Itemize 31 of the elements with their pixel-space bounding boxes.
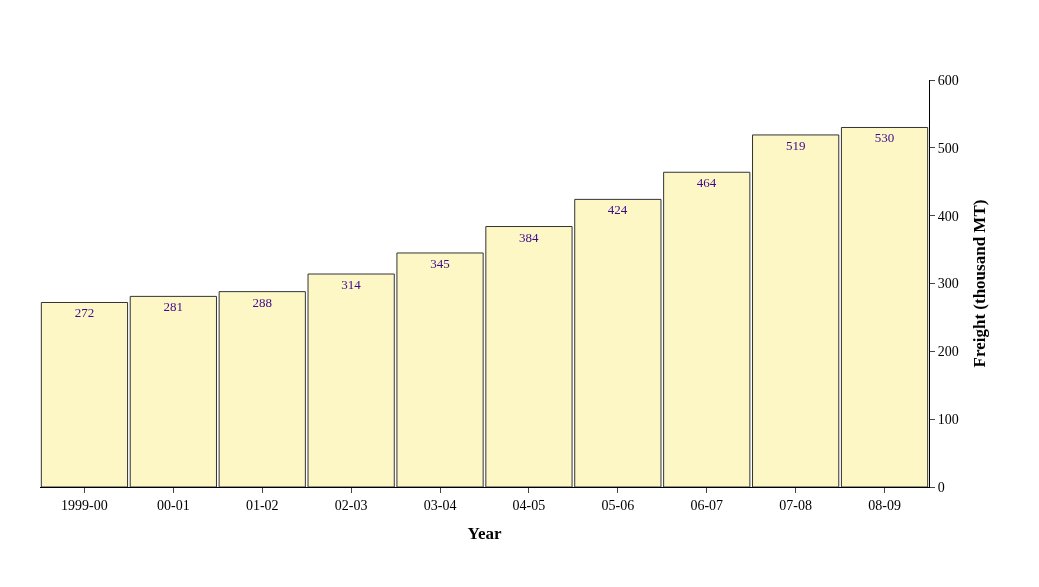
y-tick-label: 400 <box>937 208 959 224</box>
x-tick-label: 00-01 <box>157 497 190 513</box>
data-label: 384 <box>518 229 539 245</box>
x-tick-label: 06-07 <box>690 497 724 513</box>
data-label: 464 <box>696 175 717 191</box>
x-tick-label: 08-09 <box>868 497 901 513</box>
y-axis-title: Freight (thousand MT) <box>970 199 990 368</box>
x-tick-label: 07-08 <box>779 497 812 513</box>
y-tick-label: 0 <box>937 479 945 495</box>
x-tick-label: 03-04 <box>423 497 457 513</box>
bar <box>840 126 929 487</box>
x-tick-label: 05-06 <box>601 497 635 513</box>
x-tick-label: 1999-00 <box>61 497 108 513</box>
y-tick-label: 600 <box>937 72 959 88</box>
y-tick-label: 200 <box>937 344 959 360</box>
y-tick-label: 500 <box>937 140 959 156</box>
x-tick-label: 01-02 <box>245 497 279 513</box>
bar <box>40 301 129 487</box>
x-tick-label: 04-05 <box>512 497 546 513</box>
y-tick-label: 300 <box>937 276 959 292</box>
data-label: 519 <box>785 137 806 153</box>
data-label: 314 <box>341 277 362 292</box>
data-label: 288 <box>252 294 272 310</box>
data-label: 530 <box>874 130 895 146</box>
y-tick-label: 100 <box>937 412 959 428</box>
data-label: 424 <box>607 202 628 218</box>
x-axis-title: Year <box>467 524 502 544</box>
data-label: 345 <box>430 255 450 271</box>
data-label: 281 <box>163 299 184 315</box>
x-tick-label: 02-03 <box>334 497 368 513</box>
data-label: 272 <box>74 305 95 321</box>
